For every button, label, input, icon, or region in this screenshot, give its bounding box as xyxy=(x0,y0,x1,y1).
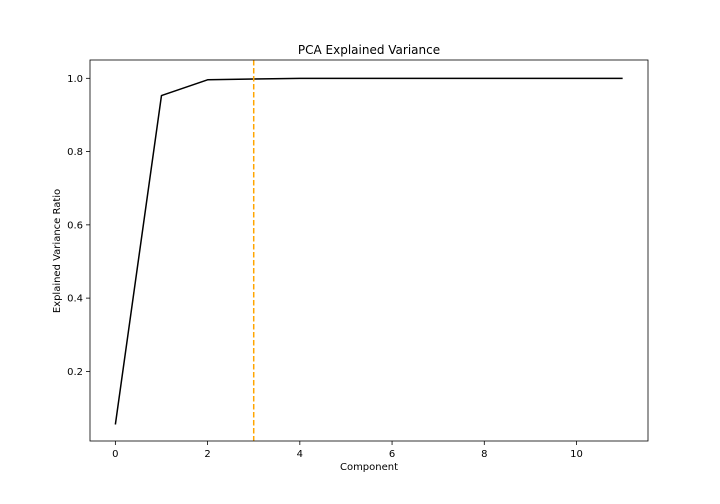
x-tick-label: 8 xyxy=(481,449,487,460)
x-tick-label: 2 xyxy=(204,449,210,460)
plot-frame xyxy=(89,59,649,442)
chart-title: PCA Explained Variance xyxy=(298,43,440,57)
y-tick-label: 0.6 xyxy=(67,220,83,231)
y-tick-label: 0.2 xyxy=(67,367,83,378)
variance-line xyxy=(114,77,623,425)
y-tick-label: 0.4 xyxy=(67,294,83,305)
y-tick-label: 0.8 xyxy=(67,147,83,158)
x-tick-label: 6 xyxy=(389,449,395,460)
y-tick-label: 1.0 xyxy=(67,74,83,85)
y-axis-label: Explained Variance Ratio xyxy=(52,189,63,313)
x-axis-label: Component xyxy=(340,462,398,473)
x-tick-label: 0 xyxy=(112,449,118,460)
x-tick-label: 4 xyxy=(297,449,303,460)
plot-area: 0 2 4 6 8 10 0.2 0.4 0.6 0.8 1.0 xyxy=(67,59,649,460)
x-tick-label: 10 xyxy=(570,449,583,460)
